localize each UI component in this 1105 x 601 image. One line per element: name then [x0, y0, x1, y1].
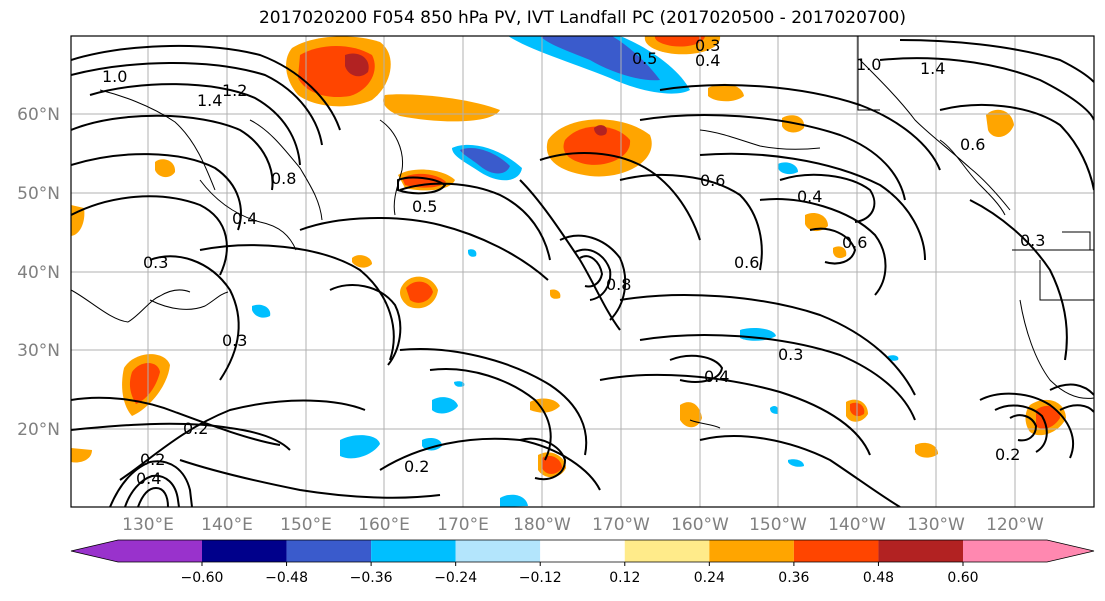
svg-text:130°W: 130°W	[907, 515, 965, 535]
svg-text:0.5: 0.5	[412, 197, 437, 216]
svg-text:0.2: 0.2	[995, 445, 1020, 464]
svg-text:0.5: 0.5	[632, 49, 657, 68]
svg-text:1.2: 1.2	[222, 81, 247, 100]
colorbar-segment	[371, 540, 456, 562]
svg-text:0.6: 0.6	[842, 233, 867, 252]
colorbar-tick-label: −0.48	[265, 570, 308, 586]
colorbar-segment	[878, 540, 963, 562]
colorbar-tick-label: 0.60	[947, 570, 978, 586]
svg-text:20°N: 20°N	[17, 420, 60, 440]
colorbar-segment	[455, 540, 541, 562]
colorbar-tick-label: 0.48	[863, 570, 894, 586]
map-border	[70, 35, 1095, 508]
svg-text:0.4: 0.4	[136, 469, 161, 488]
svg-text:0.3: 0.3	[778, 345, 803, 364]
pv-contours	[71, 39, 1094, 507]
svg-text:0.3: 0.3	[1020, 231, 1045, 250]
svg-text:130°E: 130°E	[122, 515, 174, 535]
coastlines	[71, 36, 1094, 429]
svg-text:0.8: 0.8	[271, 169, 296, 188]
svg-text:0.4: 0.4	[704, 367, 729, 386]
svg-text:0.3: 0.3	[143, 253, 168, 272]
svg-text:0.4: 0.4	[695, 51, 720, 70]
svg-text:30°N: 30°N	[17, 341, 60, 361]
svg-text:0.4: 0.4	[797, 187, 822, 206]
svg-text:0.3: 0.3	[222, 331, 247, 350]
svg-text:40°N: 40°N	[17, 263, 60, 283]
svg-text:0.3: 0.3	[695, 36, 720, 55]
colorbar-segment	[202, 540, 287, 562]
colorbar-outline	[70, 539, 1095, 563]
svg-text:60°N: 60°N	[17, 105, 60, 125]
colorbar-tick-labels: −0.60 −0.48 −0.36 −0.24 −0.12 0.12 0.24 0.36 0.4…	[181, 562, 979, 586]
svg-text:140°W: 140°W	[828, 515, 886, 535]
colorbar-tick-label: −0.36	[350, 570, 393, 586]
svg-text:160°E: 160°E	[358, 515, 410, 535]
svg-text:0.2: 0.2	[140, 450, 165, 469]
svg-text:50°N: 50°N	[17, 184, 60, 204]
colorbar-segment	[286, 540, 372, 562]
svg-text:0.2: 0.2	[183, 419, 208, 438]
colorbar-tick-label: −0.24	[434, 570, 477, 586]
svg-text:160°W: 160°W	[671, 515, 729, 535]
svg-text:0.6: 0.6	[734, 253, 759, 272]
svg-text:150°W: 150°W	[749, 515, 807, 535]
colorbar-tick-label: 0.24	[694, 570, 725, 586]
svg-text:0.6: 0.6	[960, 135, 985, 154]
colorbar-segment	[793, 540, 879, 562]
colorbar-tick-label: 0.36	[778, 570, 809, 586]
svg-text:180°W: 180°W	[513, 515, 571, 535]
svg-text:120°W: 120°W	[986, 515, 1044, 535]
svg-text:1.4: 1.4	[197, 91, 222, 110]
colorbar-segment	[540, 540, 625, 562]
colorbar-segment	[71, 540, 202, 562]
svg-text:0.4: 0.4	[232, 209, 257, 228]
colorbar-segment	[963, 540, 1094, 562]
longitude-labels: 130°E 140°E 150°E 160°E 170°E 180°W 170°…	[122, 515, 1044, 535]
svg-text:1.0: 1.0	[856, 55, 881, 74]
svg-text:0.6: 0.6	[700, 171, 725, 190]
svg-text:150°E: 150°E	[280, 515, 332, 535]
svg-text:0.2: 0.2	[404, 457, 429, 476]
colorbar-tick-label: 0.12	[609, 570, 640, 586]
svg-text:0.8: 0.8	[606, 275, 631, 294]
chart-title: 2017020200 F054 850 hPa PV, IVT Landfall…	[258, 8, 906, 28]
svg-text:140°E: 140°E	[201, 515, 253, 535]
svg-text:170°W: 170°W	[592, 515, 650, 535]
colorbar	[70, 539, 1095, 563]
svg-text:1.0: 1.0	[102, 67, 127, 86]
colorbar-tick-label: −0.12	[519, 570, 562, 586]
colorbar-tick-label: −0.60	[181, 570, 224, 586]
colorbar-segment	[624, 540, 710, 562]
colorbar-segment	[709, 540, 794, 562]
pv-negative-fills	[252, 36, 899, 507]
svg-text:1.4: 1.4	[920, 59, 945, 78]
contour-labels: 1.0 1.4 1.2 0.8 0.5 0.4 0.3 0.2 0.6 0.8 …	[102, 36, 1045, 488]
svg-text:170°E: 170°E	[437, 515, 489, 535]
latitude-labels: 60°N 50°N 40°N 30°N 20°N	[17, 105, 60, 440]
